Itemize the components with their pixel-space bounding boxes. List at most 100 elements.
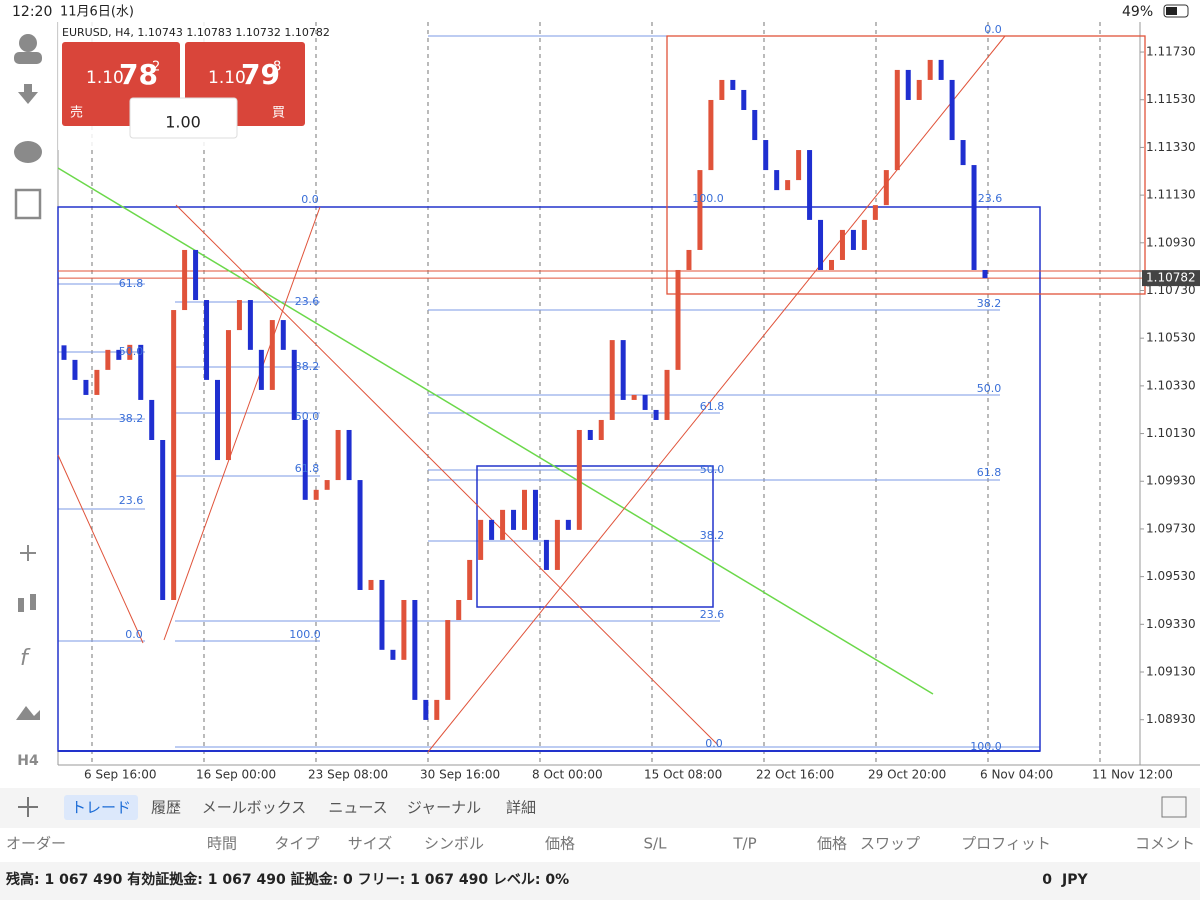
range-box [476, 465, 714, 608]
timeframe-button[interactable]: H4 [17, 753, 39, 769]
y-tick-label: 1.11330 [1146, 140, 1196, 154]
fib-label: 50.0 [119, 345, 144, 358]
candle-body [927, 59, 933, 80]
candle-body [456, 599, 462, 621]
battery-level: 49% [1122, 4, 1153, 20]
candle-body [412, 599, 418, 700]
fib-label: 38.2 [977, 297, 1002, 310]
crosshair-icon[interactable] [20, 545, 36, 561]
column-header: タイプ [274, 835, 319, 853]
y-tick-label: 1.10730 [1146, 283, 1196, 297]
candle-body [522, 489, 527, 530]
battery-icon [1163, 4, 1189, 18]
candle-body [160, 439, 166, 600]
trend-red-2 [163, 206, 321, 641]
candle-body [938, 59, 944, 80]
fib-label: 61.8 [295, 462, 320, 475]
volume-field[interactable] [129, 97, 238, 139]
layout-button[interactable] [1161, 796, 1187, 818]
footer [0, 862, 1200, 900]
trend-red-4 [57, 454, 144, 644]
chat-icon[interactable] [14, 141, 42, 163]
account-icon[interactable] [19, 34, 37, 52]
candle-body [94, 369, 100, 395]
indicator-icon[interactable]: f [20, 646, 31, 671]
fib-label: 23.6 [978, 192, 1003, 205]
candle-body [949, 79, 955, 141]
columns: オーダー 時間 タイプ サイズ シンボル 価格 S/L T/P 価格 スワップ プロフィット コメント [6, 835, 1195, 853]
fib-label: 38.2 [119, 412, 144, 425]
trend-red-1 [175, 204, 719, 746]
trade-icon[interactable] [18, 84, 38, 104]
tab[interactable]: メールボックス [202, 799, 307, 817]
column-header: サイズ [348, 835, 393, 853]
candle-body [916, 79, 922, 100]
fib-label: 23.6 [119, 494, 144, 507]
toolbar: f [14, 34, 42, 720]
candle-body [894, 69, 900, 171]
candle-body [478, 519, 484, 560]
volume-value: 1.00 [165, 113, 201, 132]
y-tick-label: 1.10930 [1146, 235, 1196, 249]
chart-title: EURUSD, H4, 1.10743 1.10783 1.10732 1.10… [62, 26, 330, 39]
candle-body [620, 340, 626, 400]
red-box [666, 35, 1146, 295]
candle-body [489, 519, 495, 540]
y-tick-label: 1.09530 [1146, 569, 1196, 583]
profit: 0 [1042, 872, 1052, 888]
tab[interactable]: 詳細 [506, 799, 536, 817]
column-header: プロフィット [961, 835, 1051, 853]
candle-body [532, 489, 538, 540]
x-tick-label: 6 Sep 16:00 [84, 768, 156, 782]
candle-body [829, 259, 834, 270]
candle-body [335, 429, 341, 481]
chart-type-icon[interactable] [18, 598, 24, 612]
x-tick-label: 23 Sep 08:00 [308, 768, 388, 782]
candle-body [675, 269, 681, 370]
candle-body [500, 509, 506, 540]
sell-label: 売 [70, 105, 83, 121]
column-header: シンボル [424, 835, 484, 853]
y-tick-label: 1.10130 [1146, 426, 1196, 440]
y-tick-label: 1.08930 [1146, 712, 1196, 726]
sell-small: 2 [152, 60, 160, 75]
candle-body [554, 519, 560, 570]
candle-body [236, 300, 242, 331]
objects-icon[interactable] [16, 706, 40, 720]
candle-body [302, 419, 308, 500]
fib-label: 23.6 [295, 295, 320, 308]
candle-body [258, 349, 264, 390]
candle-body [576, 429, 582, 530]
buy-small: 8 [273, 60, 281, 75]
candle-body [960, 140, 966, 166]
candle-body [872, 205, 878, 220]
account-icon-body [14, 52, 42, 64]
column-header: スワップ [860, 835, 920, 853]
candle-body [664, 369, 670, 420]
candle-body [763, 140, 769, 171]
tab[interactable]: ジャーナル [407, 799, 481, 817]
column-header: コメント [1135, 835, 1195, 853]
candle-body [752, 109, 758, 141]
new-order-icon[interactable] [14, 188, 42, 220]
tab[interactable]: ニュース [328, 799, 387, 817]
add-button[interactable] [18, 797, 38, 817]
candle-body [324, 480, 330, 490]
fib-label: 61.8 [977, 466, 1002, 479]
column-header: 時間 [207, 835, 237, 853]
candle-body [72, 359, 78, 380]
tab-bar [0, 788, 1200, 828]
candle-body [543, 539, 549, 570]
candle-body [445, 620, 451, 700]
chart-type-icon-2 [30, 594, 36, 610]
candle-body [511, 509, 517, 530]
fib-label: 61.8 [700, 400, 725, 413]
battery-fill [1166, 7, 1177, 15]
tabs: トレード 履歴 メールボックス ニュース ジャーナル 詳細 [71, 799, 536, 817]
y-tick-label: 1.11130 [1146, 188, 1196, 202]
candle-body [730, 79, 736, 90]
tab[interactable]: トレード [71, 799, 131, 817]
tab[interactable]: 履歴 [151, 799, 181, 817]
account-summary: 残高: 1 067 490 有効証拠金: 1 067 490 証拠金: 0 フリ… [6, 871, 569, 888]
buy-label: 買 [272, 106, 285, 121]
